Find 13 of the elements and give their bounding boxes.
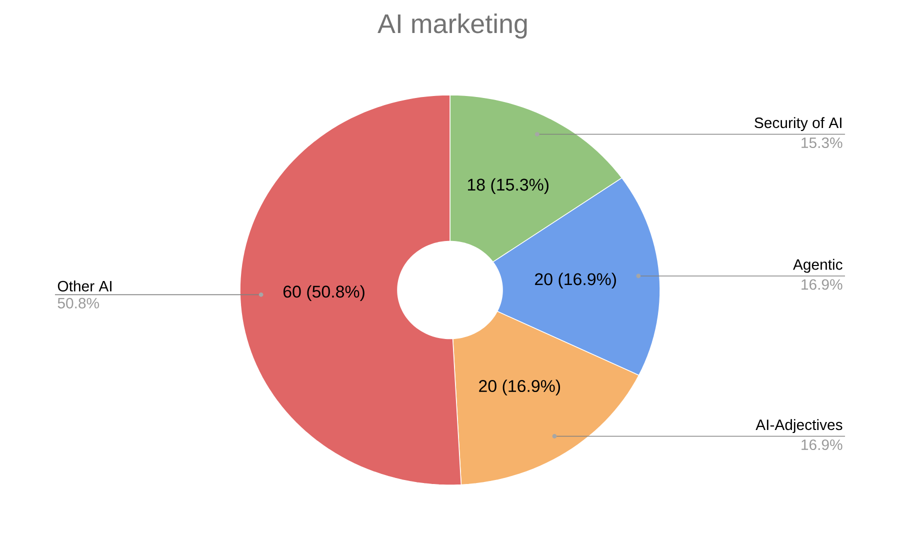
slice-label: Security of AI xyxy=(754,117,842,132)
data-label: 60 (50.8%) xyxy=(283,285,364,301)
data-label: 20 (16.9%) xyxy=(535,272,616,289)
slice-label: Agentic xyxy=(793,258,842,273)
text: 15.3% xyxy=(802,137,842,148)
data-label: 18 (15.3%) xyxy=(468,178,548,194)
slice-label: Other AI xyxy=(58,280,112,292)
chart-title: AI marketing xyxy=(378,14,527,39)
slice-label: AI-Adjectives xyxy=(756,419,842,434)
data-label: 20 (16.9%) xyxy=(479,380,560,396)
text: 16.9% xyxy=(802,279,842,290)
text: 16.9% xyxy=(802,439,842,450)
text: 50.8% xyxy=(58,298,100,308)
